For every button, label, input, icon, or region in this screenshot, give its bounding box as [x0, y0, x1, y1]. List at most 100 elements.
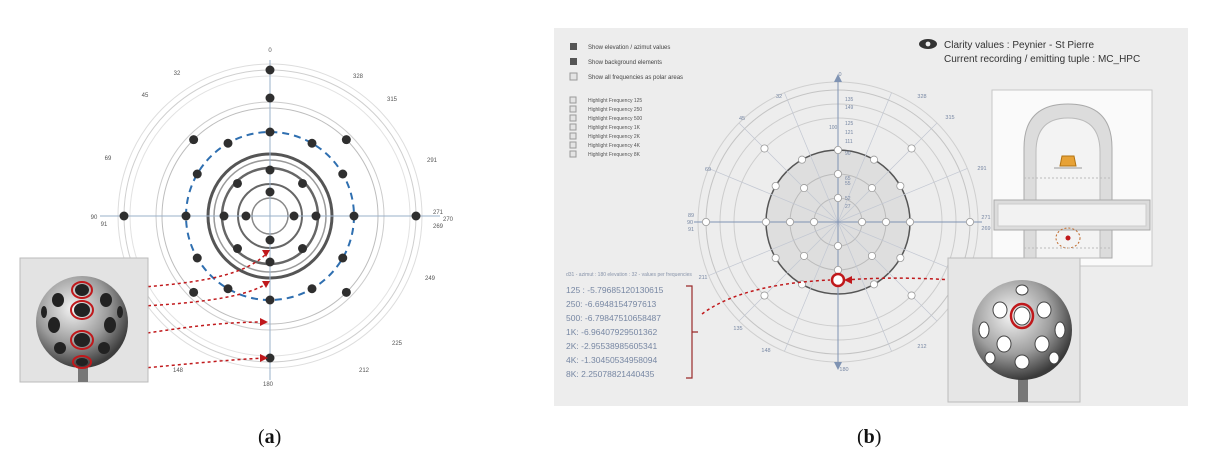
microphone-point: [265, 353, 275, 363]
polar-spoke: [708, 168, 839, 223]
frequency-value: 8K: 2.25078821440435: [566, 369, 655, 379]
polar-spoke: [784, 221, 839, 352]
microphone-point: [797, 155, 806, 164]
option-checkbox-polar-areas[interactable]: [569, 72, 578, 81]
microphone-point: [192, 169, 202, 179]
frequency-value: 250: -6.6948154797613: [566, 299, 657, 309]
values-header: d31 - azimut : 180 elevation : 32 - valu…: [566, 272, 692, 278]
microphone-point: [232, 178, 242, 188]
polar-spoke: [837, 221, 892, 352]
tick-label: 148: [173, 368, 184, 374]
microphone-point: [907, 144, 916, 153]
microphone-point: [338, 169, 348, 179]
microphone-point: [800, 184, 809, 193]
highlight-checkbox[interactable]: [569, 132, 577, 140]
microphone-point: [265, 165, 275, 175]
microphone-point: [119, 211, 129, 221]
microphone-point: [833, 241, 842, 250]
tick-label: 269: [981, 226, 990, 232]
microphone-point: [857, 217, 866, 226]
tick-label: 90: [91, 215, 98, 221]
microphone-point: [241, 211, 251, 221]
microphone-point: [896, 181, 905, 190]
microphone-point: [833, 146, 842, 155]
polar-spoke: [708, 221, 839, 276]
microphone-point: [869, 280, 878, 289]
tick-label: 90: [687, 220, 693, 226]
elevation-label: 90: [845, 151, 851, 157]
panel-b-clarity-viewer: Show elevation / azimut values Show back…: [554, 28, 1188, 406]
microphone-point: [265, 187, 275, 197]
highlight-label: Highlight Frequency 125: [588, 98, 642, 104]
microphone-point: [761, 217, 770, 226]
elevation-label: 55: [845, 181, 851, 187]
microphone-point: [809, 217, 818, 226]
microphone-point: [192, 253, 202, 263]
microphone-point: [307, 284, 317, 294]
microphone-point: [265, 257, 275, 267]
tick-label: 180: [263, 382, 274, 388]
tick-label: 269: [433, 224, 444, 230]
tick-label: 212: [917, 344, 926, 350]
microphone-point: [223, 284, 233, 294]
highlight-label: Highlight Frequency 500: [588, 116, 642, 122]
highlight-checkbox[interactable]: [569, 141, 577, 149]
tick-label: 271: [981, 215, 990, 221]
highlight-label: Highlight Frequency 4K: [588, 143, 641, 149]
microphone-point: [760, 291, 769, 300]
tick-label: 211: [699, 275, 708, 281]
microphone-point: [341, 287, 351, 297]
microphone-point: [298, 244, 308, 254]
tick-label: 91: [688, 227, 694, 233]
microphone-point: [232, 244, 242, 254]
panel-a-axes: [100, 60, 440, 380]
tick-label: 32: [174, 71, 181, 77]
microphone-point: [760, 144, 769, 153]
panel-b-microphone-points: [701, 144, 974, 300]
highlight-label: Highlight Frequency 2K: [588, 134, 641, 140]
microphone-point: [189, 287, 199, 297]
arrowhead: [844, 276, 852, 284]
panel-b-tick-labels: 0 180 32 45 69 328 315 291 89 90 91 271 …: [687, 72, 991, 373]
highlight-checkbox[interactable]: [569, 114, 577, 122]
microphone-point: [349, 211, 359, 221]
highlight-checkbox[interactable]: [569, 150, 577, 158]
option-checkbox-background[interactable]: [570, 58, 577, 65]
tick-label: 328: [353, 74, 364, 80]
tick-label: 69: [705, 167, 711, 173]
microphone-point: [833, 193, 842, 202]
tick-label: 180: [839, 367, 848, 373]
caption-a: (a): [258, 426, 282, 448]
panel-b-floor-plan: [991, 89, 1153, 267]
tick-label: 291: [427, 158, 438, 164]
tick-label: 249: [425, 276, 436, 282]
polar-spoke: [738, 221, 839, 322]
microphone-point: [298, 178, 308, 188]
polar-spoke: [837, 122, 938, 223]
frequency-value: 4K: -1.30450534958094: [566, 355, 657, 365]
highlight-checkbox[interactable]: [569, 123, 577, 131]
panel-a-mic-sphere-photo: [19, 257, 149, 383]
frequency-value: 500: -6.79847510658487: [566, 313, 661, 323]
microphone-point: [265, 127, 275, 137]
microphone-point: [307, 138, 317, 148]
option-checkbox-elevation[interactable]: [570, 43, 577, 50]
tick-label: 148: [761, 348, 770, 354]
panel-b-elevation-labels: 135 149 125 121 111 100 90 65 55 52 27: [829, 97, 854, 210]
tick-label: 225: [392, 341, 403, 347]
tick-label: 315: [945, 115, 954, 121]
microphone-point: [771, 253, 780, 262]
tick-label: 0: [838, 72, 841, 78]
tick-label: 328: [917, 94, 926, 100]
microphone-point: [701, 217, 710, 226]
microphone-point: [181, 211, 191, 221]
title-line-2: Current recording / emitting tuple : MC_…: [944, 54, 1140, 65]
highlight-checkbox[interactable]: [569, 105, 577, 113]
microphone-point: [265, 93, 275, 103]
microphone-point: [905, 217, 914, 226]
highlight-checkbox[interactable]: [569, 96, 577, 104]
polar-spoke: [738, 122, 839, 223]
panel-b-selected-point[interactable]: [830, 272, 846, 288]
panel-b-mic-sphere-photo: [947, 257, 1081, 403]
highlight-label: Highlight Frequency 8K: [588, 152, 641, 158]
